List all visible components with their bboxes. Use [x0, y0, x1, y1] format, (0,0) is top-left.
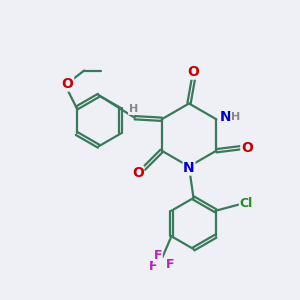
Text: N: N: [220, 110, 232, 124]
Text: H: H: [231, 112, 240, 122]
Text: F: F: [149, 260, 158, 273]
Text: H: H: [129, 104, 138, 114]
Text: Cl: Cl: [240, 197, 253, 210]
Text: O: O: [62, 77, 74, 91]
Text: F: F: [166, 258, 174, 271]
Text: F: F: [154, 249, 162, 262]
Text: N: N: [183, 161, 195, 175]
Text: O: O: [241, 141, 253, 155]
Text: O: O: [188, 65, 200, 79]
Text: O: O: [132, 166, 144, 180]
